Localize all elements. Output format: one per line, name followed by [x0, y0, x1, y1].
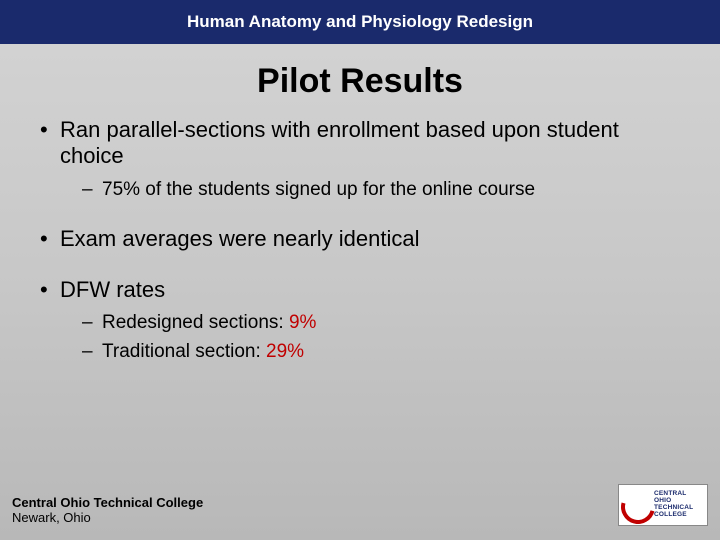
bullet-text: DFW rates	[60, 277, 165, 302]
sub-item: 75% of the students signed up for the on…	[60, 178, 684, 203]
bullet-list: Ran parallel-sections with enrollment ba…	[36, 117, 684, 365]
bullet-text: Exam averages were nearly identical	[60, 226, 420, 251]
sub-list: 75% of the students signed up for the on…	[60, 178, 684, 203]
footer-location: Newark, Ohio	[12, 510, 203, 526]
sub-item: Traditional section: 29%	[60, 340, 684, 365]
college-logo: CENTRAL OHIO TECHNICAL COLLEGE	[618, 484, 708, 526]
sub-item: Redesigned sections: 9%	[60, 311, 684, 336]
header-title: Human Anatomy and Physiology Redesign	[187, 12, 533, 32]
sub-text: 75% of the students signed up for the on…	[102, 179, 535, 200]
slide-title: Pilot Results	[0, 62, 720, 101]
bullet-item: DFW rates Redesigned sections: 9% Tradit…	[36, 277, 684, 365]
bullet-text: Ran parallel-sections with enrollment ba…	[60, 117, 619, 168]
bullet-item: Exam averages were nearly identical	[36, 226, 684, 252]
footer: Central Ohio Technical College Newark, O…	[12, 484, 708, 526]
sub-prefix: Traditional section:	[102, 341, 266, 362]
sub-value-highlight: 9%	[289, 312, 316, 333]
sub-value-highlight: 29%	[266, 341, 304, 362]
sub-prefix: Redesigned sections:	[102, 312, 289, 333]
header-band: Human Anatomy and Physiology Redesign	[0, 0, 720, 44]
content-area: Ran parallel-sections with enrollment ba…	[0, 117, 720, 365]
logo-swoosh-icon	[621, 487, 651, 523]
sub-list: Redesigned sections: 9% Traditional sect…	[60, 311, 684, 364]
footer-college: Central Ohio Technical College	[12, 495, 203, 511]
logo-text: CENTRAL OHIO TECHNICAL COLLEGE	[654, 491, 693, 518]
footer-text: Central Ohio Technical College Newark, O…	[12, 495, 203, 526]
bullet-item: Ran parallel-sections with enrollment ba…	[36, 117, 684, 202]
